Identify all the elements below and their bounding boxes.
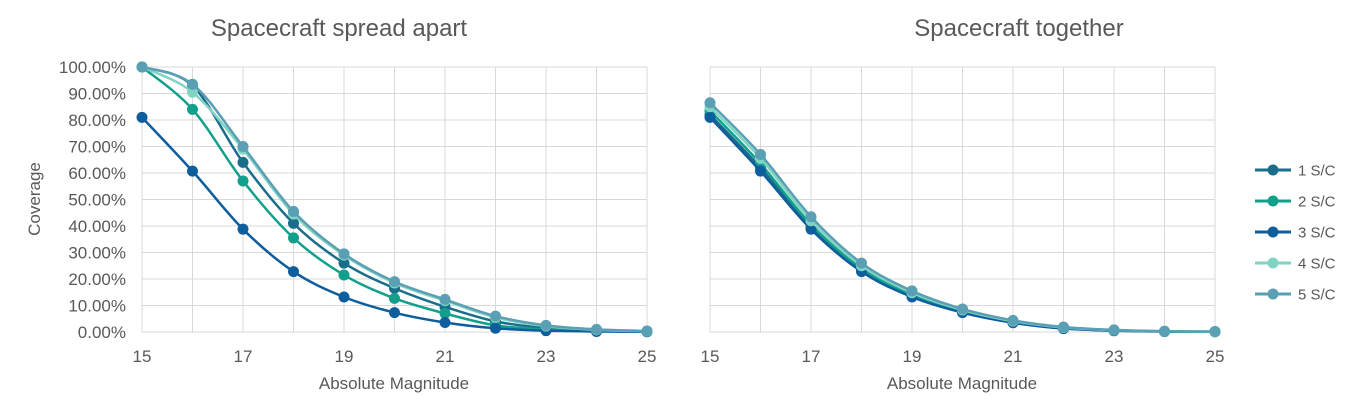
legend-swatch-marker <box>1267 164 1279 176</box>
data-point <box>805 223 817 235</box>
data-point <box>1007 314 1019 326</box>
data-point <box>957 303 968 315</box>
data-point <box>187 86 198 98</box>
data-point <box>755 165 766 177</box>
legend-swatch-marker <box>1267 226 1279 238</box>
legend-label: 4 S/C <box>1298 256 1336 273</box>
data-point <box>288 232 299 244</box>
data-point <box>439 293 451 305</box>
series-line <box>140 65 649 333</box>
data-point <box>389 292 400 304</box>
y-axis-label: Coverage <box>25 162 44 236</box>
data-point <box>490 310 501 322</box>
y-tick-label: 40.00% <box>68 217 126 236</box>
legend-entry: 2 S/C <box>1255 194 1336 211</box>
data-point <box>1108 324 1120 336</box>
series-group <box>704 97 1221 338</box>
data-point <box>389 276 400 288</box>
data-point <box>540 319 552 331</box>
legend-swatch-marker <box>1267 288 1279 300</box>
data-point <box>338 291 350 303</box>
data-point <box>389 307 400 319</box>
legend-swatch-marker <box>1267 257 1279 269</box>
y-tick-label: 10.00% <box>68 297 126 316</box>
data-point <box>1058 321 1069 333</box>
series-group <box>136 61 653 338</box>
legend-entry: 4 S/C <box>1255 256 1336 273</box>
data-point <box>755 148 766 160</box>
data-point <box>906 285 918 297</box>
data-point <box>288 205 299 217</box>
x-axis-label: Absolute Magnitude <box>319 374 469 393</box>
data-point <box>704 111 716 123</box>
data-point <box>237 175 249 187</box>
x-tick-label: 25 <box>638 347 657 366</box>
data-point <box>237 223 249 235</box>
x-tick-label: 17 <box>802 347 821 366</box>
y-tick-label: 100.00% <box>59 58 126 77</box>
chart-spread-apart: Spacecraft spread apart 0.00% 10.00% 20.00… <box>25 15 656 393</box>
data-point <box>490 322 501 334</box>
x-tick-label: 23 <box>1105 347 1124 366</box>
data-point <box>187 103 198 115</box>
legend-label: 3 S/C <box>1298 225 1336 242</box>
data-point <box>856 257 867 269</box>
data-point <box>704 97 716 109</box>
data-point <box>338 257 350 269</box>
legend-label: 1 S/C <box>1298 163 1336 180</box>
data-point <box>288 217 299 229</box>
data-point <box>288 266 299 278</box>
data-point <box>1159 325 1170 337</box>
legend-label: 5 S/C <box>1298 287 1336 304</box>
x-tick-label: 17 <box>234 347 253 366</box>
y-tick-label: 70.00% <box>68 138 126 157</box>
data-point <box>439 307 451 319</box>
x-tick-label: 15 <box>701 347 720 366</box>
data-point <box>439 316 451 328</box>
y-tick-label: 60.00% <box>68 164 126 183</box>
data-point <box>805 211 817 223</box>
data-point <box>1209 325 1221 337</box>
y-tick-labels: 0.00% 10.00% 20.00% 30.00% 40.00% 50.00% 60.00… <box>59 58 126 342</box>
legend-label: 2 S/C <box>1298 194 1336 211</box>
x-tick-label: 19 <box>335 347 354 366</box>
x-tick-label: 21 <box>1004 347 1023 366</box>
data-point <box>237 141 249 152</box>
legend-swatch-marker <box>1267 195 1279 207</box>
data-point <box>338 248 350 260</box>
x-tick-labels: 15 17 19 21 23 25 <box>701 347 1225 366</box>
x-tick-labels: 15 17 19 21 23 25 <box>133 347 657 366</box>
data-point <box>338 269 350 281</box>
y-tick-label: 90.00% <box>68 85 126 104</box>
data-point <box>237 156 249 168</box>
data-point <box>187 165 198 177</box>
data-point <box>136 111 148 123</box>
x-tick-label: 23 <box>537 347 556 366</box>
legend-entry: 1 S/C <box>1255 163 1336 180</box>
x-axis-label: Absolute Magnitude <box>887 374 1037 393</box>
data-point <box>591 323 602 335</box>
x-tick-label: 15 <box>133 347 152 366</box>
chart-title: Spacecraft together <box>914 15 1123 42</box>
legend: 1 S/C 2 S/C 3 S/C 4 S/C 5 S/C <box>1255 163 1336 304</box>
y-tick-label: 20.00% <box>68 270 126 289</box>
legend-entry: 3 S/C <box>1255 225 1336 242</box>
data-point <box>136 61 148 73</box>
series-5 <box>704 97 1221 337</box>
x-tick-label: 19 <box>903 347 922 366</box>
data-point <box>187 78 198 90</box>
y-tick-label: 0.00% <box>78 323 126 342</box>
y-tick-label: 80.00% <box>68 111 126 130</box>
y-tick-label: 30.00% <box>68 244 126 263</box>
legend-entry: 5 S/C <box>1255 287 1336 304</box>
x-tick-label: 21 <box>436 347 455 366</box>
series-5 <box>136 61 653 337</box>
data-point <box>641 325 653 337</box>
chart-title: Spacecraft spread apart <box>211 15 467 42</box>
grid <box>141 66 648 333</box>
x-tick-label: 25 <box>1206 347 1225 366</box>
y-tick-label: 50.00% <box>68 191 126 210</box>
chart-together: Spacecraft together 15 17 19 21 23 25 Absolut… <box>701 15 1225 393</box>
